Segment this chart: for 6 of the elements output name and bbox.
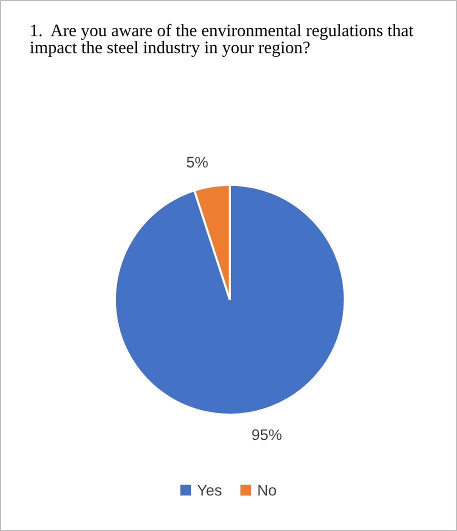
- chart-title: 1. Are you aware of the environmental regulations that impact the steel industry in your region?: [30, 24, 414, 57]
- pie-slice: [114, 184, 346, 416]
- data-label: 95%: [252, 429, 282, 440]
- legend-label: Yes: [197, 484, 222, 496]
- legend-label: No: [258, 484, 276, 496]
- data-label: 5%: [186, 156, 208, 168]
